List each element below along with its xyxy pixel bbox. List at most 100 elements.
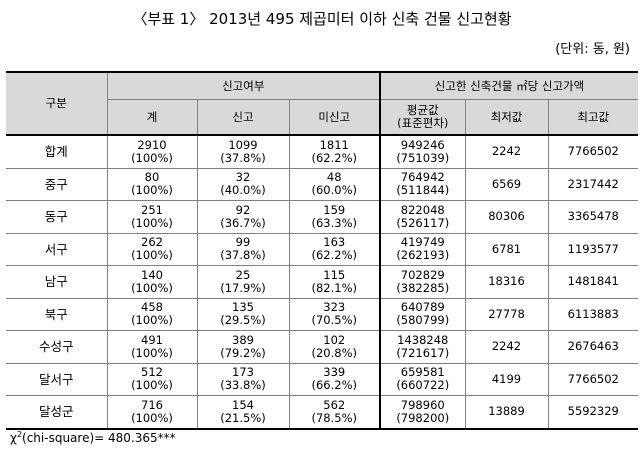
min-cell: 4199 bbox=[464, 362, 549, 396]
mean-cell: 949246 (751039) bbox=[379, 134, 466, 169]
max-cell-value: 2676463 bbox=[567, 339, 619, 354]
max-cell: 3365478 bbox=[547, 200, 639, 234]
max-cell-value: 2317442 bbox=[567, 176, 619, 191]
mean-cell: 659581 (660722) bbox=[379, 362, 466, 396]
unreported-cell: 115 (82.1%) bbox=[288, 265, 381, 299]
mean-cell: 1438248 (721617) bbox=[379, 330, 466, 364]
unreported-cell-value: 115 bbox=[323, 267, 346, 282]
reported-cell: 173 (33.8%) bbox=[196, 362, 290, 396]
total-cell: 262 (100%) bbox=[106, 232, 198, 266]
total-cell: 140 (100%) bbox=[106, 265, 198, 299]
total-cell-value: (100%) bbox=[131, 248, 173, 263]
unreported-cell-value: 323 bbox=[323, 300, 346, 315]
reported-cell: 92 (36.7%) bbox=[196, 200, 290, 234]
region-name-cell-value: 수성구 bbox=[38, 339, 74, 355]
chi-square-note: χ2(chi-square)= 480.365*** bbox=[10, 430, 176, 445]
min-cell: 6781 bbox=[464, 232, 549, 266]
mean-cell-value: 640789 bbox=[400, 300, 445, 315]
reported-cell: 154 (21.5%) bbox=[196, 395, 290, 430]
max-cell: 7766502 bbox=[547, 134, 639, 169]
min-cell-value: 2242 bbox=[491, 144, 522, 159]
reported-cell: 1099 (37.8%) bbox=[196, 134, 290, 169]
unreported-cell: 102 (20.8%) bbox=[288, 330, 381, 364]
max-cell-value: 5592329 bbox=[567, 404, 619, 419]
unreported-cell-value: 562 bbox=[323, 397, 346, 412]
chi-square-value: (chi-square)= 480.365*** bbox=[22, 431, 176, 445]
min-cell: 13889 bbox=[464, 395, 549, 430]
max-cell: 7766502 bbox=[547, 362, 639, 396]
table-title: 〈부표 1〉 2013년 495 제곱미터 이하 신축 건물 신고현황 bbox=[132, 10, 512, 28]
mean-cell-value: (382285) bbox=[396, 280, 450, 295]
mean-cell-value: 798960 bbox=[400, 397, 445, 412]
reported-cell-value: (37.8%) bbox=[220, 248, 266, 263]
reported-cell-value: 389 bbox=[232, 332, 254, 347]
region-name-cell-value: 달서구 bbox=[38, 371, 74, 387]
total-cell: 458 (100%) bbox=[106, 297, 198, 331]
total-cell-value: (100%) bbox=[131, 280, 173, 295]
mean-cell-value: (511844) bbox=[396, 183, 450, 198]
reported-cell-value: 1099 bbox=[228, 137, 258, 152]
mean-cell-value: 949246 bbox=[400, 137, 445, 152]
min-cell: 18316 bbox=[464, 265, 549, 299]
reported-cell-value: (40.0%) bbox=[220, 183, 266, 198]
total-cell-value: (100%) bbox=[131, 410, 173, 425]
unreported-cell-value: 163 bbox=[323, 235, 346, 250]
mean-cell-value: 702829 bbox=[400, 267, 445, 282]
header-min: 최저값 bbox=[464, 99, 549, 136]
total-cell-value: 716 bbox=[141, 397, 163, 412]
min-cell: 27778 bbox=[464, 297, 549, 331]
unreported-cell-value: 102 bbox=[323, 332, 346, 347]
data-table: 구분 신고여부 신고한 신축건물 ㎡당 신고가액 계 신고 미신고 평균값 (표준… bbox=[6, 71, 639, 430]
header-mean: 평균값 (표준편차) bbox=[379, 99, 466, 136]
table-row: 동구 251 (100%) 92 (36.7%) 159 (63.3%) 822048 (526… bbox=[6, 200, 639, 234]
header-report-group: 신고여부 bbox=[106, 71, 381, 100]
min-cell-value: 2242 bbox=[491, 339, 522, 354]
mean-cell-value: 419749 bbox=[400, 235, 445, 250]
unreported-cell-value: (66.2%) bbox=[311, 378, 357, 393]
max-cell-value: 1481841 bbox=[567, 274, 619, 289]
reported-cell-value: (37.8%) bbox=[220, 150, 266, 165]
mean-cell: 798960 (798200) bbox=[379, 395, 466, 430]
max-cell-value: 7766502 bbox=[567, 371, 619, 386]
reported-cell: 389 (79.2%) bbox=[196, 330, 290, 364]
unreported-cell-value: (62.2%) bbox=[311, 150, 357, 165]
header-reported: 신고 bbox=[196, 99, 290, 136]
mean-cell-value: 1438248 bbox=[397, 332, 449, 347]
table-row: 남구 140 (100%) 25 (17.9%) 115 (82.1%) 702829 (382… bbox=[6, 265, 639, 299]
unreported-cell-value: (82.1%) bbox=[311, 280, 357, 295]
reported-cell: 25 (17.9%) bbox=[196, 265, 290, 299]
table-row: 북구 458 (100%) 135 (29.5%) 323 (70.5%) 640789 (58… bbox=[6, 297, 639, 331]
mean-cell: 702829 (382285) bbox=[379, 265, 466, 299]
reported-cell-value: 154 bbox=[232, 397, 254, 412]
mean-cell: 640789 (580799) bbox=[379, 297, 466, 331]
region-name-cell: 수성구 bbox=[6, 330, 108, 364]
table-row: 달성군 716 (100%) 154 (21.5%) 562 (78.5%) 798960 (7… bbox=[6, 395, 639, 430]
max-cell-value: 3365478 bbox=[567, 209, 619, 224]
total-cell-value: 262 bbox=[141, 235, 163, 250]
table-row: 합계 2910 (100%) 1099 (37.8%) 1811 (62.2%) 949246… bbox=[6, 134, 639, 169]
min-cell-value: 6781 bbox=[491, 241, 522, 256]
total-cell: 251 (100%) bbox=[106, 200, 198, 234]
region-name-cell: 북구 bbox=[6, 297, 108, 331]
mean-cell: 419749 (262193) bbox=[379, 232, 466, 266]
reported-cell-value: 92 bbox=[235, 202, 251, 217]
mean-cell-value: (660722) bbox=[396, 378, 450, 393]
header-category: 구분 bbox=[6, 71, 108, 136]
unreported-cell: 159 (63.3%) bbox=[288, 200, 381, 234]
region-name-cell-value: 합계 bbox=[44, 144, 68, 160]
mean-cell-value: (262193) bbox=[396, 248, 450, 263]
total-cell-value: 251 bbox=[141, 202, 163, 217]
total-cell-value: (100%) bbox=[131, 150, 173, 165]
region-name-cell: 달서구 bbox=[6, 362, 108, 396]
reported-cell-value: (29.5%) bbox=[220, 313, 266, 328]
region-name-cell-value: 중구 bbox=[44, 176, 68, 192]
reported-cell: 32 (40.0%) bbox=[196, 167, 290, 201]
total-cell-value: 491 bbox=[141, 332, 163, 347]
reported-cell: 99 (37.8%) bbox=[196, 232, 290, 266]
table-row: 수성구 491 (100%) 389 (79.2%) 102 (20.8%) 1438248(… bbox=[6, 330, 639, 364]
reported-cell-value: (21.5%) bbox=[220, 410, 266, 425]
total-cell-value: 140 bbox=[141, 267, 163, 282]
total-cell-value: (100%) bbox=[131, 313, 173, 328]
total-cell-value: 458 bbox=[141, 300, 163, 315]
